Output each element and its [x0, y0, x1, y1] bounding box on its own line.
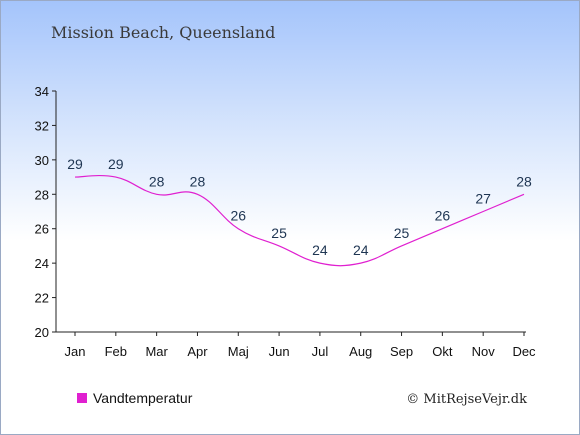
chart-title: Mission Beach, Queensland: [51, 23, 275, 42]
y-tick-label: 30: [35, 153, 49, 168]
x-tick-label: Sep: [390, 344, 413, 359]
legend-swatch: [77, 393, 87, 403]
x-tick-label: Nov: [472, 344, 496, 359]
data-label: 24: [312, 242, 328, 258]
data-label: 28: [190, 173, 206, 189]
data-label: 24: [353, 242, 369, 258]
data-label: 28: [516, 173, 532, 189]
x-tick-label: Jul: [312, 344, 329, 359]
x-tick-label: Dec: [512, 344, 536, 359]
legend: Vandtemperatur: [77, 390, 193, 406]
legend-label: Vandtemperatur: [93, 390, 193, 406]
x-axis: Jan Feb Mar Apr Maj Jun Jul Aug Sep Okt Nov Dec: [56, 331, 536, 359]
data-label: 25: [271, 225, 287, 241]
data-labels: 29 29 28 28 26 25 24 24 25 26 27 28: [67, 156, 532, 258]
x-tick-label: Jun: [269, 344, 290, 359]
data-label: 26: [230, 208, 246, 224]
y-tick-label: 26: [35, 222, 49, 237]
x-tick-label: Apr: [187, 344, 208, 359]
y-tick-label: 34: [35, 84, 49, 99]
x-tick-label: Maj: [228, 344, 249, 359]
data-label: 29: [67, 156, 83, 172]
data-label: 27: [475, 191, 491, 207]
y-tick-label: 20: [35, 325, 49, 340]
y-tick-label: 32: [35, 118, 49, 133]
data-label: 26: [435, 208, 451, 224]
y-tick-label: 28: [35, 187, 49, 202]
data-label: 25: [394, 225, 410, 241]
data-label: 29: [108, 156, 124, 172]
credit-text: © MitRejseVejr.dk: [406, 392, 527, 407]
y-tick-label: 22: [35, 291, 49, 306]
x-tick-label: Jan: [65, 344, 86, 359]
series-line-vandtemperatur: [74, 174, 525, 267]
x-tick-label: Aug: [349, 344, 372, 359]
series-group: [74, 174, 525, 267]
data-label: 28: [149, 173, 165, 189]
x-tick-label: Feb: [105, 344, 127, 359]
y-tick-label: 24: [35, 256, 49, 271]
x-tick-label: Mar: [145, 344, 168, 359]
x-tick-label: Okt: [432, 344, 453, 359]
y-axis: 20 22 24 26 28 30 32 34: [35, 84, 57, 340]
